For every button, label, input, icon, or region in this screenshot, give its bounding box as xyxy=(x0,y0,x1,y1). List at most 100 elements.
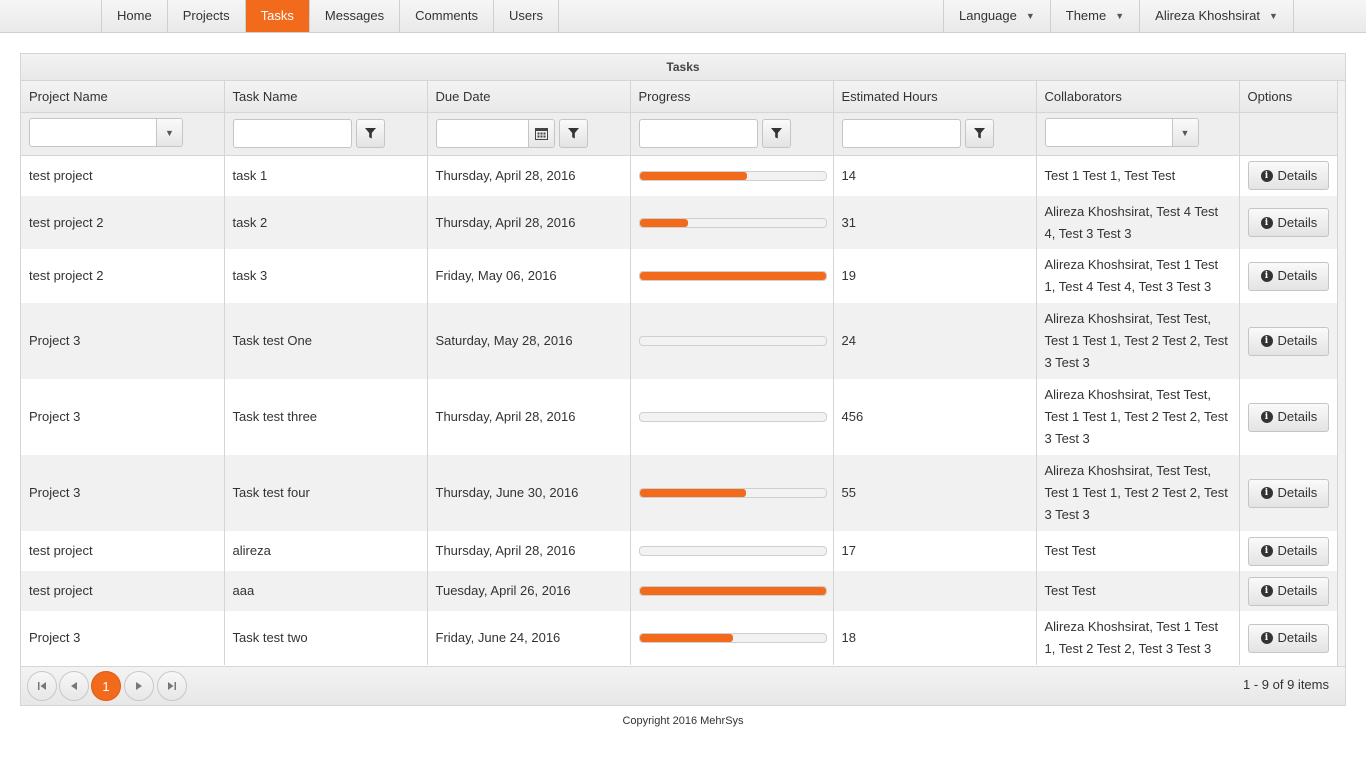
progress-fill xyxy=(639,218,688,227)
page-1-button[interactable]: 1 xyxy=(91,671,121,701)
progress-bar xyxy=(638,488,827,498)
account-name: Alireza Khoshsirat xyxy=(1155,8,1260,23)
table-row[interactable]: test project 2 task 3 Friday, May 06, 2016… xyxy=(21,249,1339,303)
nav-comments[interactable]: Comments xyxy=(400,0,494,32)
column-header-due-date[interactable]: Due Date xyxy=(427,81,631,113)
task-cell: Task test One xyxy=(224,303,428,379)
table-row[interactable]: Project 3 Task test three Thursday, April … xyxy=(21,379,1339,455)
filter-cell-project: ▼ xyxy=(21,112,225,156)
next-page-button[interactable] xyxy=(124,671,154,701)
pager-info: 1 - 9 of 9 items xyxy=(1243,677,1329,692)
tasks-table: Project Name Task Name Due Date Progress… xyxy=(21,81,1339,665)
due-date-cell: Friday, May 06, 2016 xyxy=(427,249,631,303)
options-cell: i Details xyxy=(1239,303,1339,379)
last-page-button[interactable] xyxy=(157,671,187,701)
project-cell: test project xyxy=(21,155,225,196)
progress-cell xyxy=(630,155,834,196)
due-date-cell: Friday, June 24, 2016 xyxy=(427,611,631,665)
caret-down-icon[interactable]: ▼ xyxy=(1171,119,1198,146)
column-header-project[interactable]: Project Name xyxy=(21,81,225,113)
filter-button[interactable] xyxy=(761,119,791,148)
hours-cell: 24 xyxy=(833,303,1037,379)
info-icon: i xyxy=(1260,545,1273,557)
calendar-icon[interactable] xyxy=(527,120,554,147)
nav-tasks[interactable]: Tasks xyxy=(245,0,310,32)
details-button[interactable]: i Details xyxy=(1247,261,1330,291)
collaborators-cell: Alireza Khoshsirat, Test 1 Test 1, Test … xyxy=(1036,249,1240,303)
details-label: Details xyxy=(1277,333,1318,348)
filter-cell-collaborators: ▼ xyxy=(1036,112,1240,156)
collaborators-cell: Alireza Khoshsirat, Test 1 Test 1, Test … xyxy=(1036,611,1240,665)
first-page-button[interactable] xyxy=(27,671,57,701)
collaborators-filter-combo[interactable]: ▼ xyxy=(1044,118,1199,147)
due-date-cell: Saturday, May 28, 2016 xyxy=(427,303,631,379)
caret-down-icon[interactable]: ▼ xyxy=(156,119,182,146)
user-menu: Language ▼ Theme ▼ Alireza Khoshsirat ▼ xyxy=(943,0,1294,32)
task-cell: aaa xyxy=(224,571,428,611)
funnel-icon xyxy=(973,128,985,139)
details-label: Details xyxy=(1277,543,1318,558)
nav-users[interactable]: Users xyxy=(494,0,559,32)
nav-projects[interactable]: Projects xyxy=(168,0,246,32)
collaborators-filter-input[interactable] xyxy=(1046,119,1172,146)
progress-cell xyxy=(630,455,834,531)
progress-fill xyxy=(639,171,748,180)
collaborators-cell: Alireza Khoshsirat, Test Test, Test 1 Te… xyxy=(1036,303,1240,379)
caret-down-icon: ▼ xyxy=(1025,11,1035,21)
details-button[interactable]: i Details xyxy=(1247,402,1330,432)
project-cell: Project 3 xyxy=(21,303,225,379)
column-header-progress[interactable]: Progress xyxy=(630,81,834,113)
details-button[interactable]: i Details xyxy=(1247,576,1330,606)
progress-cell xyxy=(630,196,834,249)
filter-button[interactable] xyxy=(964,119,994,148)
account-menu[interactable]: Alireza Khoshsirat ▼ xyxy=(1140,0,1294,32)
column-header-task[interactable]: Task Name xyxy=(224,81,428,113)
table-row[interactable]: test project 2 task 2 Thursday, April 28, … xyxy=(21,196,1339,249)
details-button[interactable]: i Details xyxy=(1247,536,1330,566)
options-cell: i Details xyxy=(1239,531,1339,571)
language-menu[interactable]: Language ▼ xyxy=(944,0,1051,32)
date-filter-picker[interactable] xyxy=(435,119,555,148)
column-header-hours[interactable]: Estimated Hours xyxy=(833,81,1037,113)
top-navbar: Home Projects Tasks Messages Comments Us… xyxy=(0,0,1366,33)
details-button[interactable]: i Details xyxy=(1247,208,1330,237)
table-row[interactable]: Project 3 Task test One Saturday, May 28, … xyxy=(21,303,1339,379)
table-row[interactable]: Project 3 Task test four Thursday, June 30… xyxy=(21,455,1339,531)
filter-cell-task xyxy=(224,112,428,156)
info-icon: i xyxy=(1260,585,1273,597)
task-cell: task 2 xyxy=(224,196,428,249)
column-header-collaborators[interactable]: Collaborators xyxy=(1036,81,1240,113)
nav-home[interactable]: Home xyxy=(102,0,168,32)
filter-button[interactable] xyxy=(355,119,385,148)
nav-messages[interactable]: Messages xyxy=(310,0,401,32)
date-filter-input[interactable] xyxy=(437,120,528,147)
options-cell: i Details xyxy=(1239,379,1339,455)
table-row[interactable]: test project alireza Thursday, April 28, 2… xyxy=(21,531,1339,571)
prev-page-button[interactable] xyxy=(59,671,89,701)
project-filter-combo[interactable]: ▼ xyxy=(29,118,183,147)
info-icon: i xyxy=(1260,335,1273,347)
details-button[interactable]: i Details xyxy=(1247,326,1330,356)
project-cell: test project 2 xyxy=(21,249,225,303)
table-row[interactable]: Project 3 Task test two Friday, June 24, 2… xyxy=(21,611,1339,665)
progress-bar xyxy=(638,217,827,228)
hours-filter-input[interactable] xyxy=(841,119,961,148)
progress-filter-input[interactable] xyxy=(638,119,758,148)
project-filter-input[interactable] xyxy=(30,119,156,146)
table-row[interactable]: test project aaa Tuesday, April 26, 2016 Te… xyxy=(21,571,1339,611)
theme-menu[interactable]: Theme ▼ xyxy=(1051,0,1141,32)
filter-button[interactable] xyxy=(558,119,588,148)
details-button[interactable]: i Details xyxy=(1247,161,1330,191)
task-cell: Task test four xyxy=(224,455,428,531)
project-cell: Project 3 xyxy=(21,611,225,665)
details-button[interactable]: i Details xyxy=(1247,478,1330,508)
last-page-icon xyxy=(168,682,176,690)
details-button[interactable]: i Details xyxy=(1247,623,1330,653)
due-date-cell: Tuesday, April 26, 2016 xyxy=(427,571,631,611)
task-filter-input[interactable] xyxy=(232,119,352,148)
prev-page-icon xyxy=(71,682,77,690)
table-row[interactable]: test project task 1 Thursday, April 28, 20… xyxy=(21,155,1339,196)
details-label: Details xyxy=(1277,167,1318,183)
funnel-icon xyxy=(567,128,579,139)
options-cell: i Details xyxy=(1239,455,1339,531)
